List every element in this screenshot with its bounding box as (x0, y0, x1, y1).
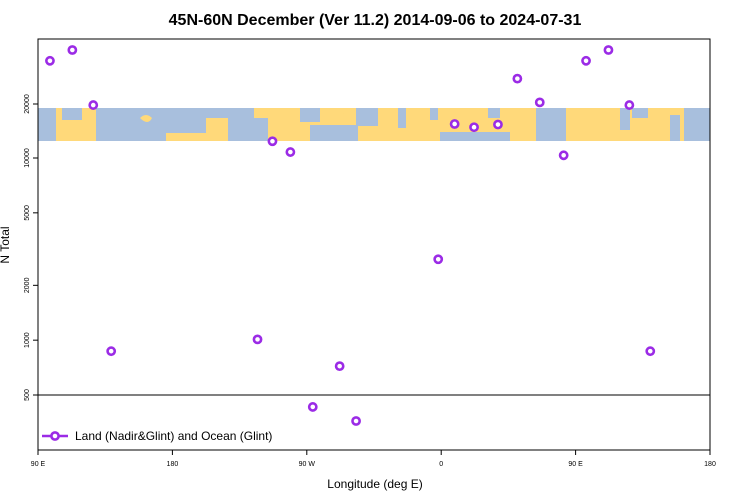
data-point (493, 119, 503, 130)
map-ocean (166, 108, 206, 133)
map-ocean (670, 115, 680, 141)
y-axis: 500 1000 2000 5000 10000 20000 (24, 94, 38, 401)
map-ocean (440, 132, 510, 141)
map-ocean (684, 108, 710, 141)
y-tick-label: 2000 (24, 277, 31, 293)
y-tick-label: 1000 (24, 332, 31, 348)
chart-title: 45N-60N December (Ver 11.2) 2014-09-06 t… (169, 12, 582, 29)
x-tick-label: 180 (704, 461, 716, 468)
data-point (512, 73, 523, 84)
data-point (307, 402, 318, 412)
x-tick-label: 0 (439, 461, 443, 468)
data-point (106, 346, 117, 357)
y-axis-label: N Total (0, 226, 12, 263)
x-tick-label: 90 E (568, 461, 583, 468)
map-ocean (38, 108, 56, 141)
data-point (449, 119, 460, 129)
data-point (351, 416, 361, 426)
data-points (45, 45, 656, 426)
data-point (267, 136, 278, 147)
legend-label: Land (Nadir&Glint) and Ocean (Glint) (75, 429, 272, 443)
plot-frame (37, 38, 711, 451)
map-ocean (430, 108, 438, 120)
map-ocean (62, 108, 82, 120)
y-tick-label: 20000 (24, 94, 31, 114)
x-axis: 90 E 180 90 W 0 90 E 180 (31, 450, 716, 468)
data-point (334, 361, 345, 372)
map-land (140, 115, 152, 122)
legend: Land (Nadir&Glint) and Ocean (Glint) (42, 429, 272, 443)
map-ocean (398, 108, 406, 128)
y-tick-label: 5000 (24, 205, 31, 221)
data-point (581, 55, 591, 66)
data-point (603, 45, 614, 55)
map-ocean (632, 108, 648, 118)
map-ocean (536, 108, 566, 141)
data-point (67, 45, 78, 55)
world-map-band (38, 108, 710, 141)
data-point (469, 122, 479, 133)
data-point (45, 55, 55, 66)
x-tick-label: 90 W (299, 461, 316, 468)
data-point (534, 97, 545, 108)
data-point (624, 100, 635, 110)
map-ocean (356, 108, 378, 126)
map-ocean (206, 108, 254, 118)
data-point (88, 100, 99, 110)
map-ocean (300, 108, 320, 122)
x-tick-label: 90 E (31, 461, 46, 468)
data-point (433, 254, 444, 265)
x-tick-label: 180 (167, 461, 179, 468)
data-point (558, 150, 569, 161)
y-tick-label: 500 (24, 389, 31, 401)
data-point (252, 334, 263, 345)
data-point (645, 346, 656, 357)
map-ocean (620, 108, 630, 130)
x-axis-label: Longitude (deg E) (327, 477, 422, 491)
map-ocean (488, 108, 500, 118)
map-ocean (310, 125, 358, 141)
y-tick-label: 10000 (24, 148, 31, 168)
map-ocean (228, 118, 268, 141)
legend-marker (50, 431, 60, 441)
map-ocean (96, 108, 166, 141)
map-land (330, 111, 348, 122)
data-point (285, 147, 296, 157)
plot-border (37, 38, 711, 451)
